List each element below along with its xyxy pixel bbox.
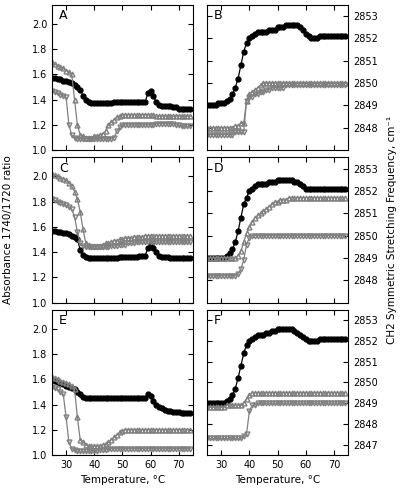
Text: C: C (59, 162, 68, 175)
X-axis label: Temperature, °C: Temperature, °C (235, 476, 320, 486)
Text: CH2 Symmetric Stretching Frequency, cm⁻¹: CH2 Symmetric Stretching Frequency, cm⁻¹ (387, 116, 397, 344)
Text: Absorbance 1740/1720 ratio: Absorbance 1740/1720 ratio (3, 156, 13, 304)
Text: D: D (214, 162, 224, 175)
Text: F: F (214, 314, 221, 327)
Text: E: E (59, 314, 67, 327)
X-axis label: Temperature, °C: Temperature, °C (80, 476, 165, 486)
Text: B: B (214, 10, 223, 22)
Text: A: A (59, 10, 68, 22)
